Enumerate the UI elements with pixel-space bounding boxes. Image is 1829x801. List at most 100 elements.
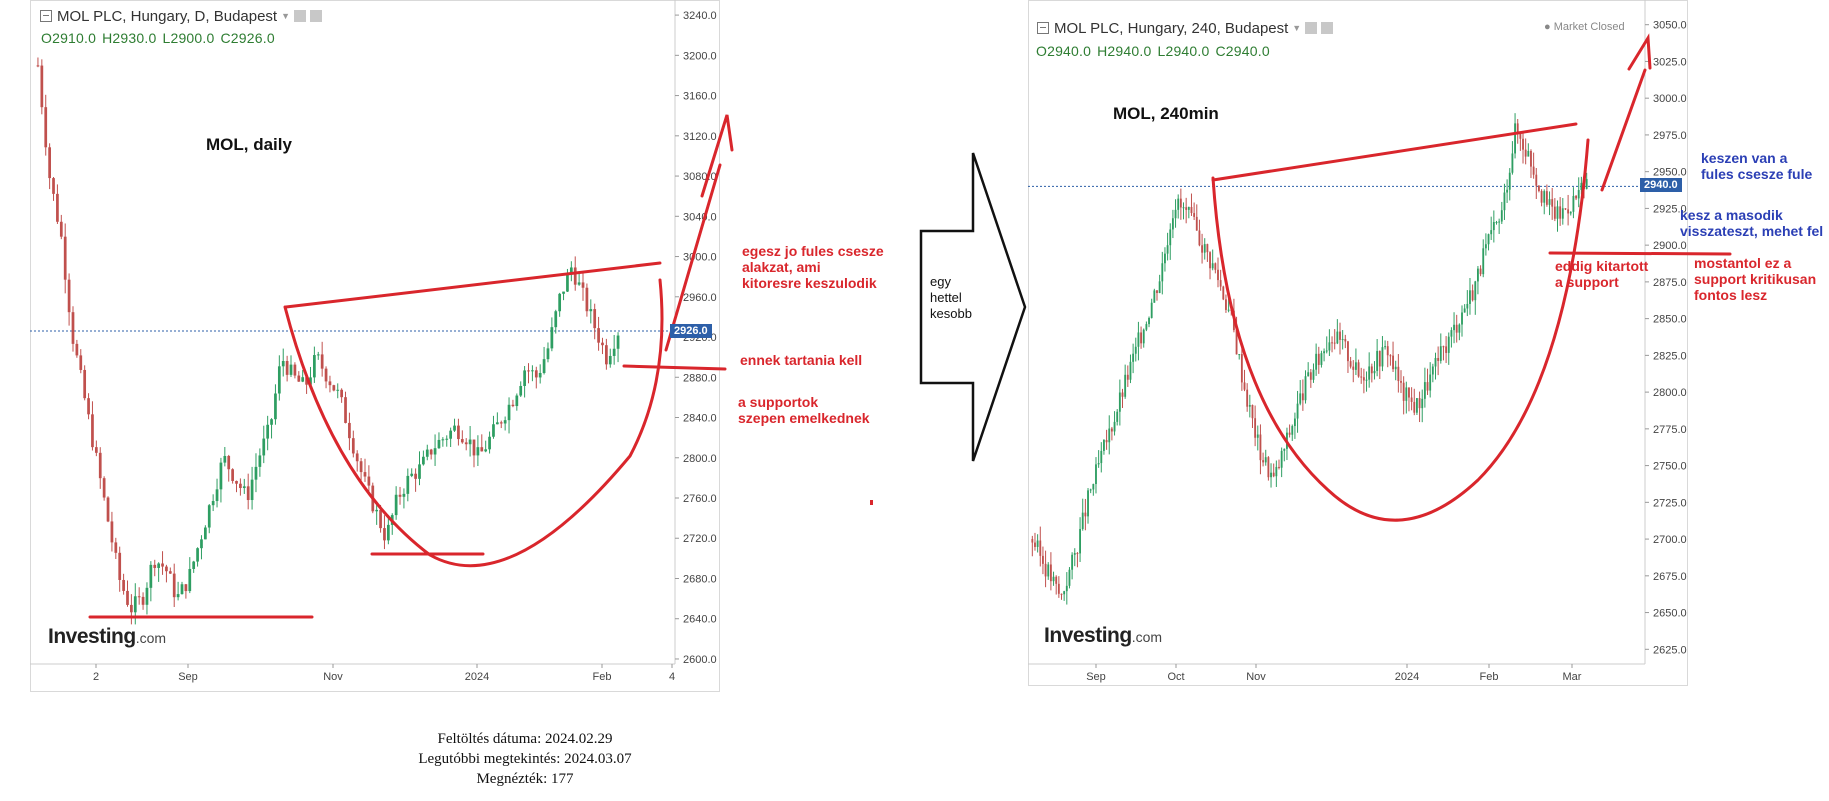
y-tick-label: 2750.0 (1653, 461, 1687, 473)
candle-body (1097, 463, 1100, 465)
candle-body (293, 364, 297, 376)
note-support-held: eddig kitartott a support (1555, 258, 1649, 290)
candle-body (235, 480, 238, 484)
candle-body (581, 282, 585, 288)
candle-body (1450, 330, 1453, 337)
candle-body (425, 449, 429, 457)
candle-body (1206, 244, 1209, 253)
candle-body (1166, 245, 1169, 254)
breakout-arrow-shaft (664, 163, 722, 352)
candle-body (1415, 398, 1418, 413)
high-value: H2930.0 (102, 30, 157, 46)
candle-body (67, 279, 71, 313)
candle-body (1336, 331, 1339, 344)
note-cup-pattern: egesz jo fules csesze alakzat, ami kitor… (742, 243, 884, 291)
candle-body (1394, 366, 1397, 370)
candle-body (1413, 401, 1416, 413)
candle-body (145, 587, 149, 605)
hourly-title-text: MOL PLC, Hungary, 240, Budapest (1054, 20, 1289, 37)
candle-body (1214, 263, 1217, 270)
investing-logo-2: Investing.com (1044, 624, 1162, 648)
candle-body (1429, 374, 1432, 391)
candle-body (1325, 350, 1328, 352)
candle-body (534, 370, 538, 378)
candle-body (1471, 290, 1474, 301)
chevron-down-icon[interactable]: ▼ (281, 11, 291, 21)
y-tick-label: 2960.0 (683, 292, 717, 304)
hourly-annotation: MOL, 240min (1113, 104, 1219, 123)
candle-body (476, 447, 480, 456)
candle-body (91, 414, 94, 448)
candle-body (1378, 350, 1381, 367)
settings-icon[interactable] (294, 10, 307, 22)
candle-body (1569, 211, 1572, 214)
close-icon-2[interactable] (1321, 22, 1334, 34)
candle-body (1089, 489, 1092, 491)
candle-body (1092, 484, 1095, 490)
candle-body (1251, 404, 1254, 419)
candle-body (270, 419, 273, 425)
candle-body (503, 420, 507, 424)
candle-body (472, 439, 476, 456)
candle-body (320, 354, 324, 369)
candle-body (102, 478, 106, 498)
candle-body (239, 483, 242, 489)
candle-body (246, 486, 250, 501)
candle-body (1463, 308, 1466, 313)
candle-body (114, 542, 118, 553)
candle-body (344, 397, 347, 423)
chevron-down-icon-2[interactable]: ▼ (1292, 23, 1302, 33)
candle-body (180, 584, 184, 595)
breakout-arrow-shaft-2 (1600, 68, 1647, 192)
candle-body (1431, 366, 1434, 375)
candle-body (1240, 354, 1243, 383)
candle-body (1299, 393, 1302, 404)
candle-body (1522, 138, 1524, 150)
candle-body (1543, 191, 1546, 203)
close-icon[interactable] (310, 10, 323, 22)
candle-body (605, 345, 608, 365)
candle-body (1418, 398, 1421, 409)
candle-body (1113, 421, 1116, 432)
breakout-arrow-head (700, 114, 734, 198)
candle-body (83, 369, 87, 399)
x-tick-label: 2024 (1395, 671, 1419, 683)
upload-date: Feltöltés dátuma: 2024.02.29 (437, 731, 613, 747)
hourly-candlestick-chart: 2625.0 2650.0 2675.0 2700.0 2725.0 2750.0 2775… (1028, 0, 1732, 683)
candle-body (351, 438, 355, 454)
candle-body (1437, 357, 1440, 361)
open-value-2: O2940.0 (1036, 43, 1092, 59)
candle-body (1198, 230, 1201, 246)
candle-body (277, 366, 281, 394)
candle-body (297, 375, 301, 382)
low-value: L2900.0 (162, 30, 215, 46)
y-tick-label: 2625.0 (1653, 644, 1687, 656)
candle-body (1108, 428, 1111, 443)
candle-body (589, 309, 593, 312)
collapse-icon-2[interactable] (1037, 22, 1049, 34)
candle-body (110, 521, 114, 543)
y-tick-label: 2875.0 (1653, 277, 1687, 289)
candle-body (52, 178, 55, 194)
candle-body (215, 489, 219, 502)
candle-body (1580, 182, 1583, 191)
candle-body (1445, 346, 1448, 353)
collapse-icon[interactable] (40, 10, 52, 22)
candle-body (1225, 299, 1227, 310)
candle-body (488, 436, 491, 450)
candle-body (1466, 303, 1469, 309)
candle-body (495, 422, 499, 425)
candle-body (1514, 123, 1516, 154)
candle-body (1142, 329, 1145, 344)
hourly-ohlc: O2940.0 H2940.0 L2940.0 C2940.0 (1036, 43, 1276, 59)
candle-body (231, 469, 234, 481)
settings-icon-2[interactable] (1305, 22, 1318, 34)
candle-body (379, 509, 382, 529)
candle-body (196, 548, 199, 562)
candle-body (394, 494, 398, 516)
candle-body (608, 355, 612, 365)
candle-body (1469, 290, 1471, 304)
candle-body (1235, 330, 1238, 355)
candle-body (1540, 191, 1543, 203)
y-tick-label: 3080.0 (683, 171, 717, 183)
